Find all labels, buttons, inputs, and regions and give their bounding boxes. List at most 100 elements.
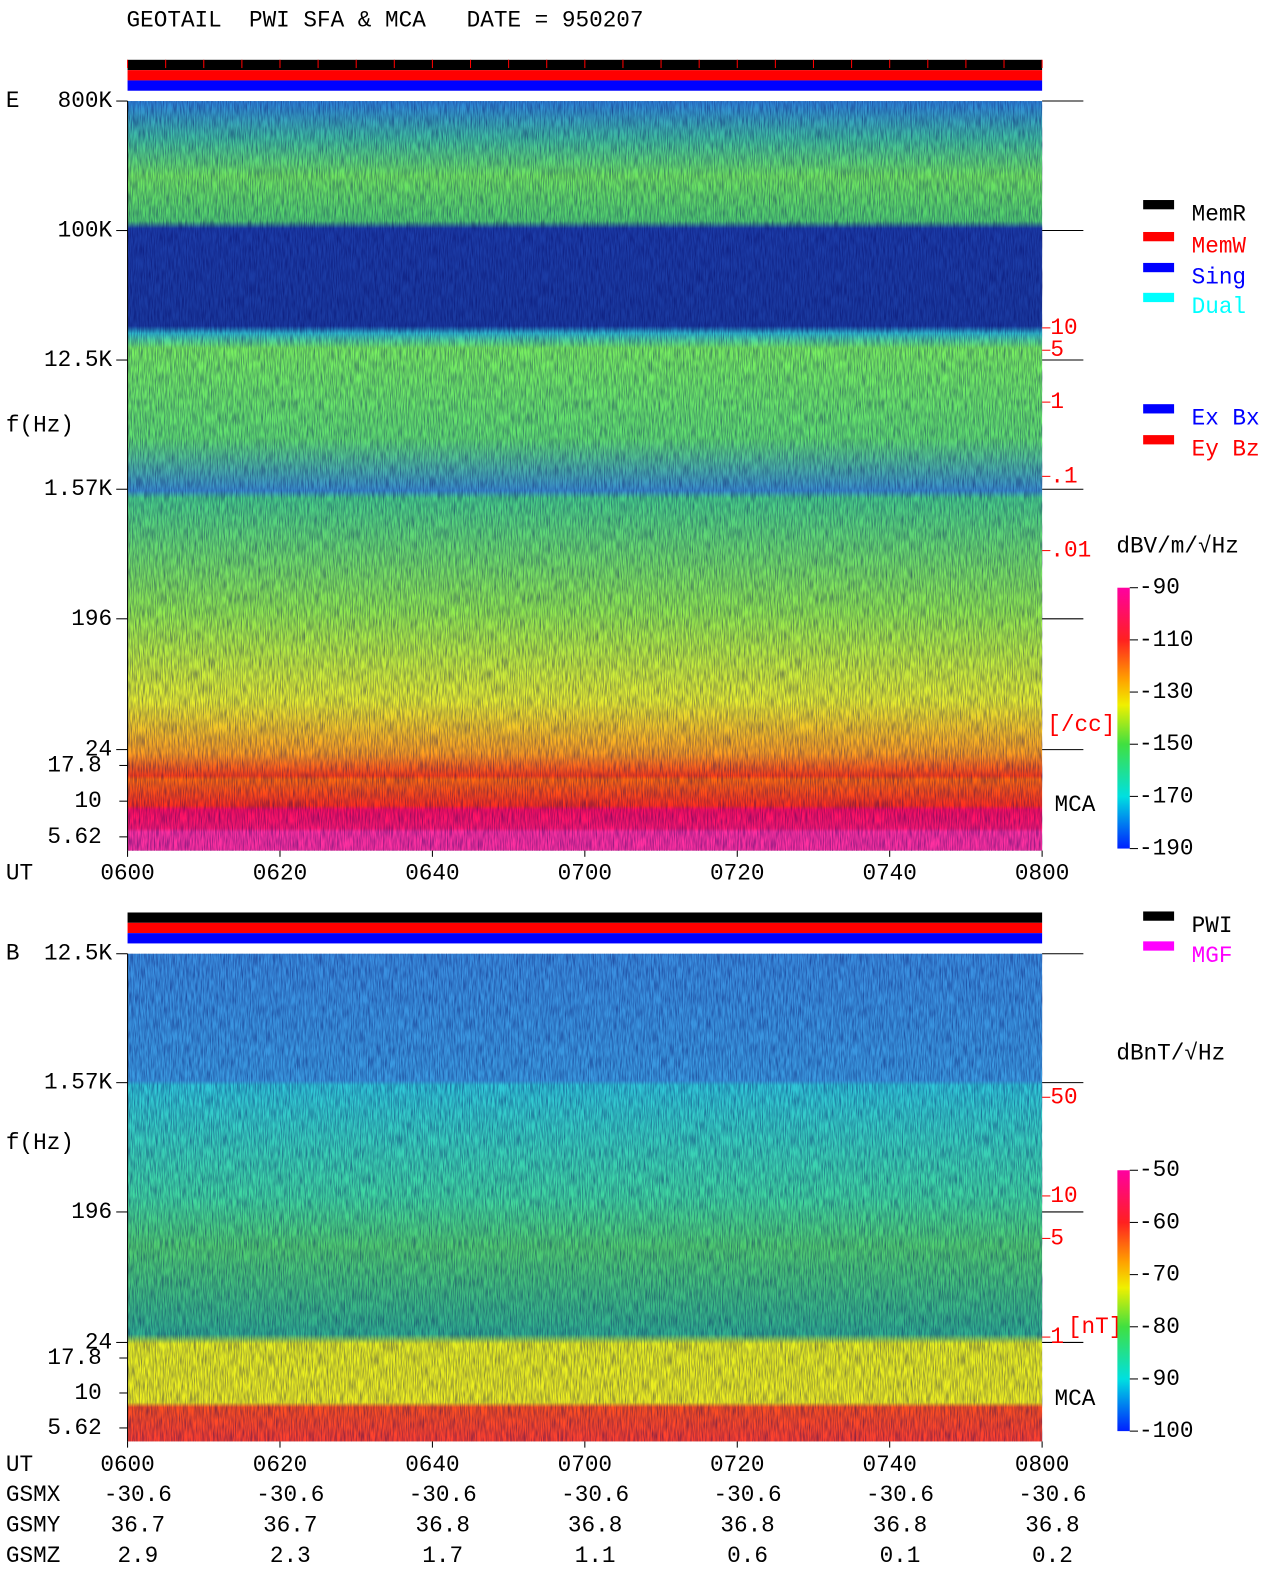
y-tick-label: 800K xyxy=(58,88,113,114)
x-tick-label: 0740 xyxy=(862,860,916,886)
colorbar-tick-label: -100 xyxy=(1139,1418,1193,1444)
density-tick-label: .01 xyxy=(1050,538,1091,564)
x-tick-label: 0800 xyxy=(1015,860,1069,886)
colorbar-tick-label: -70 xyxy=(1139,1262,1180,1288)
orbit-value: 36.8 xyxy=(873,1512,927,1538)
chart-title: GEOTAIL PWI SFA & MCA DATE = 950207 xyxy=(127,8,644,34)
orbit-value: -30.6 xyxy=(409,1482,477,1508)
colorbar xyxy=(1117,1170,1130,1432)
orbit-value: 1.1 xyxy=(575,1543,616,1569)
x-tick-label: 0720 xyxy=(710,1452,764,1478)
orbit-value: -30.6 xyxy=(104,1482,172,1508)
orbit-value: 36.8 xyxy=(568,1512,622,1538)
x-tick-label: 0600 xyxy=(100,860,154,886)
density-tick-label: 1 xyxy=(1050,1324,1064,1350)
status-bar xyxy=(127,912,1043,923)
legend-label: MemR xyxy=(1192,201,1247,227)
orbit-label: GSMX xyxy=(6,1482,61,1508)
y-tick-label: 1.57K xyxy=(44,476,112,502)
mca-tick-label: 17.8 xyxy=(47,752,101,778)
status-bar xyxy=(127,933,1043,944)
legend-label: Ey Bz xyxy=(1192,437,1260,463)
density-tick-label: 50 xyxy=(1050,1084,1077,1110)
x-tick-label: 0720 xyxy=(710,860,764,886)
legend-label: MemW xyxy=(1192,233,1247,259)
colorbar-tick-label: -170 xyxy=(1139,783,1193,809)
colorbar xyxy=(1117,587,1130,849)
legend-label: Ex Bx xyxy=(1192,406,1260,432)
orbit-value: 0.1 xyxy=(880,1543,921,1569)
density-tick-label: 10 xyxy=(1050,1183,1077,1209)
mca-tick-label: 5.62 xyxy=(47,1415,101,1441)
orbit-value: -30.6 xyxy=(866,1482,934,1508)
y-tick-label: 100K xyxy=(58,218,113,244)
panel-label: E xyxy=(6,88,20,114)
orbit-value: -30.6 xyxy=(714,1482,782,1508)
orbit-value: 1.7 xyxy=(422,1543,463,1569)
y-axis-label: f(Hz) xyxy=(6,412,74,438)
orbit-value: 36.8 xyxy=(416,1512,470,1538)
orbit-value: -30.6 xyxy=(1018,1482,1086,1508)
mca-tick-label: 10 xyxy=(75,788,102,814)
colorbar-tick-label: -60 xyxy=(1139,1209,1180,1235)
x-tick-label: 0640 xyxy=(405,860,459,886)
colorbar-tick-label: -90 xyxy=(1139,575,1180,601)
colorbar-tick-label: -80 xyxy=(1139,1314,1180,1340)
x-tick-label: 0640 xyxy=(405,1452,459,1478)
x-axis-label: UT xyxy=(6,1452,33,1478)
y-tick-label: 12.5K xyxy=(44,941,112,967)
spectrogram-texture xyxy=(127,101,1043,851)
x-tick-label: 0700 xyxy=(558,860,612,886)
mca-label: MCA xyxy=(1054,1386,1095,1412)
legend-swatch xyxy=(1143,911,1175,921)
x-tick-label: 0600 xyxy=(100,1452,154,1478)
x-tick-label: 0700 xyxy=(558,1452,612,1478)
x-tick-label: 0620 xyxy=(253,860,307,886)
orbit-label: GSMY xyxy=(6,1512,61,1538)
density-tick-label: 10 xyxy=(1050,315,1077,341)
x-tick-label: 0740 xyxy=(862,1452,916,1478)
orbit-label: GSMZ xyxy=(6,1543,60,1569)
legend-swatch xyxy=(1143,404,1175,414)
colorbar-label: dBnT/√Hz xyxy=(1116,1041,1225,1067)
legend-swatch xyxy=(1143,941,1175,951)
legend-swatch xyxy=(1143,292,1175,303)
legend-swatch xyxy=(1143,200,1175,210)
density-tick-label: .1 xyxy=(1050,463,1077,489)
mca-tick-label: 5.62 xyxy=(47,824,101,850)
legend-swatch xyxy=(1143,262,1175,273)
orbit-value: 2.9 xyxy=(117,1543,158,1569)
orbit-value: 36.7 xyxy=(263,1512,317,1538)
density-axis-label: [nT] xyxy=(1068,1314,1122,1340)
y-tick-label: 24 xyxy=(85,737,112,763)
legend-swatch xyxy=(1143,231,1175,242)
y-axis-label: f(Hz) xyxy=(6,1130,74,1156)
mca-label: MCA xyxy=(1054,792,1095,818)
orbit-value: 2.3 xyxy=(270,1543,311,1569)
x-tick-label: 0620 xyxy=(253,1452,307,1478)
status-bar xyxy=(127,922,1043,934)
mca-tick-label: 10 xyxy=(75,1380,102,1406)
orbit-value: 0.6 xyxy=(727,1543,768,1569)
orbit-value: -30.6 xyxy=(561,1482,629,1508)
orbit-value: 36.8 xyxy=(1025,1512,1079,1538)
y-tick-label: 1.57K xyxy=(44,1070,112,1096)
status-bar xyxy=(127,80,1043,91)
density-axis-label: [/cc] xyxy=(1047,712,1115,738)
y-tick-label: 12.5K xyxy=(44,347,112,373)
colorbar-tick-label: -150 xyxy=(1139,731,1193,757)
panel-label: B xyxy=(6,941,20,967)
status-bar xyxy=(127,70,1043,81)
y-tick-label: 196 xyxy=(71,1199,112,1225)
density-tick-label: 5 xyxy=(1050,1225,1064,1251)
colorbar-tick-label: -90 xyxy=(1139,1366,1180,1392)
x-tick-label: 0800 xyxy=(1015,1452,1069,1478)
orbit-value: 36.8 xyxy=(720,1512,774,1538)
legend-label: PWI xyxy=(1192,913,1233,939)
legend-swatch xyxy=(1143,435,1175,445)
density-tick-label: 1 xyxy=(1050,389,1064,415)
spectrogram-texture xyxy=(127,953,1043,1442)
orbit-value: 0.2 xyxy=(1032,1543,1073,1569)
